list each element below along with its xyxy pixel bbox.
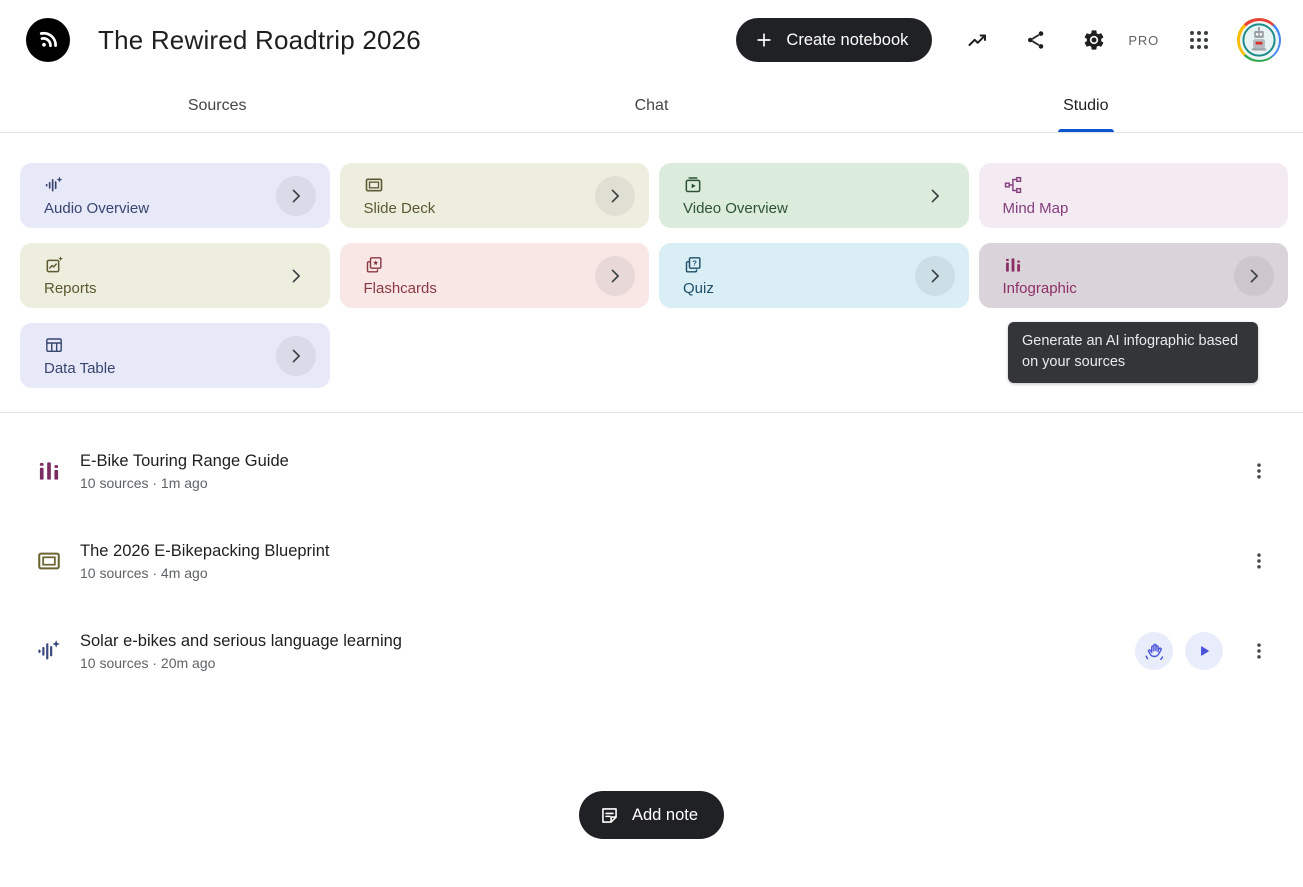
tab-sources[interactable]: Sources [0, 80, 434, 132]
chevron-right-icon[interactable] [914, 255, 955, 296]
note-icon [599, 805, 620, 826]
studio-card-mind-map[interactable]: Mind Map [978, 163, 1288, 228]
studio-card-label: Mind Map [1002, 199, 1069, 217]
studio-card-video-overview[interactable]: Video Overview [659, 163, 969, 228]
more-options-button[interactable] [1243, 455, 1275, 487]
plus-icon [754, 30, 774, 50]
infographic-tooltip: Generate an AI infographic based on your… [1008, 322, 1258, 384]
output-meta: 10 sources · 20m ago [80, 654, 216, 671]
tab-bar: Sources Chat Studio [0, 80, 1303, 133]
studio-card-audio-overview[interactable]: Audio Overview [20, 163, 330, 228]
tab-label: Chat [634, 97, 669, 114]
data-table-icon [44, 335, 64, 355]
play-icon [1194, 641, 1214, 661]
output-meta: 10 sources · 4m ago [80, 564, 208, 581]
analytics-icon[interactable] [966, 28, 990, 52]
studio-output-row[interactable]: Solar e-bikes and serious language learn… [0, 606, 1303, 696]
studio-output-row[interactable]: E-Bike Touring Range Guide 10 sources · … [0, 426, 1303, 516]
chevron-right-icon[interactable] [276, 256, 316, 296]
chevron-right-icon[interactable] [915, 176, 955, 216]
wave-hand-icon [1144, 641, 1165, 662]
studio-card-reports[interactable]: Reports [20, 243, 330, 308]
mind-map-icon [1003, 175, 1023, 195]
robot-avatar-icon [1242, 23, 1276, 57]
video-overview-icon [683, 175, 703, 195]
settings-gear-icon[interactable] [1082, 28, 1106, 52]
output-meta: 10 sources · 1m ago [80, 474, 208, 491]
chevron-right-icon[interactable] [1234, 255, 1274, 296]
flashcards-icon [364, 255, 384, 275]
notebooklm-logo-icon[interactable] [26, 18, 70, 62]
create-notebook-button[interactable]: Create notebook [736, 18, 933, 62]
studio-card-label: Video Overview [683, 199, 788, 217]
share-icon[interactable] [1024, 28, 1048, 52]
output-title: Solar e-bikes and serious language learn… [80, 631, 402, 650]
studio-card-label: Slide Deck [363, 199, 436, 217]
tab-label: Studio [1063, 97, 1109, 114]
avatar[interactable] [1237, 18, 1281, 62]
studio-card-label: Audio Overview [44, 199, 150, 217]
more-options-button[interactable] [1243, 635, 1275, 667]
play-audio-button[interactable] [1185, 632, 1223, 670]
chevron-right-icon[interactable] [595, 175, 635, 216]
kebab-icon [1248, 550, 1270, 572]
output-title: The 2026 E-Bikepacking Blueprint [80, 541, 330, 560]
svg-text:?: ? [692, 258, 697, 267]
quiz-icon: ? [683, 255, 703, 275]
chevron-right-icon[interactable] [275, 175, 316, 216]
tab-studio[interactable]: Studio [869, 80, 1303, 132]
slide-deck-icon [364, 175, 384, 195]
reports-icon [44, 255, 64, 275]
pro-badge: PRO [1128, 32, 1159, 48]
kebab-icon [1248, 640, 1270, 662]
slides-icon [36, 548, 62, 574]
add-note-button[interactable]: Add note [578, 791, 725, 839]
chevron-right-icon[interactable] [595, 255, 635, 296]
notebook-title[interactable]: The Rewired Roadtrip 2026 [98, 24, 421, 55]
tab-chat[interactable]: Chat [434, 80, 868, 132]
more-options-button[interactable] [1243, 545, 1275, 577]
audio-overview-icon [44, 175, 64, 195]
studio-card-data-table[interactable]: Data Table [20, 323, 330, 388]
header: The Rewired Roadtrip 2026 Create noteboo… [0, 0, 1303, 80]
footer: Add note [0, 791, 1303, 839]
studio-output-list: E-Bike Touring Range Guide 10 sources · … [0, 413, 1303, 696]
chevron-right-icon[interactable] [275, 335, 316, 376]
output-title: E-Bike Touring Range Guide [80, 451, 289, 470]
studio-panel: Audio Overview Slide Deck Video Overview… [0, 133, 1303, 413]
interactive-mode-button[interactable] [1135, 632, 1173, 670]
tab-label: Sources [187, 97, 247, 114]
audio-icon [36, 638, 62, 664]
studio-card-quiz[interactable]: ? Quiz [659, 243, 969, 308]
studio-card-infographic[interactable]: Infographic [978, 243, 1288, 308]
studio-card-label: Data Table [44, 359, 116, 377]
apps-grid-icon[interactable] [1187, 28, 1211, 52]
studio-card-slide-deck[interactable]: Slide Deck [339, 163, 649, 228]
studio-card-flashcards[interactable]: Flashcards [339, 243, 649, 308]
add-note-label: Add note [631, 805, 699, 824]
studio-card-label: Infographic [1002, 279, 1077, 297]
kebab-icon [1248, 460, 1270, 482]
studio-card-label: Flashcards [363, 279, 437, 297]
create-notebook-label: Create notebook [786, 30, 909, 49]
studio-card-label: Quiz [683, 279, 714, 297]
studio-card-label: Reports [44, 279, 97, 297]
infographic-icon [36, 458, 62, 484]
infographic-icon [1003, 255, 1023, 275]
studio-output-row[interactable]: The 2026 E-Bikepacking Blueprint 10 sour… [0, 516, 1303, 606]
